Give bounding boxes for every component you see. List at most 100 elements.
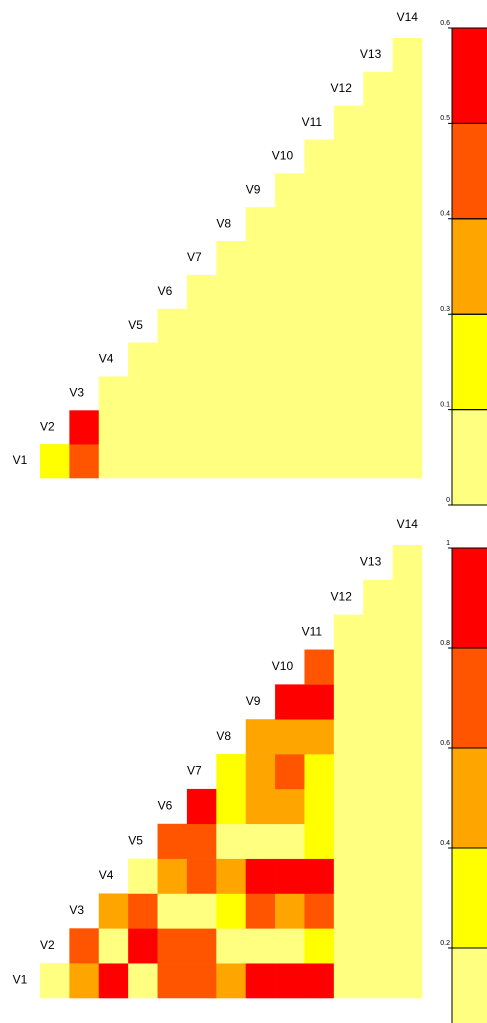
heat-cell: [157, 376, 188, 411]
heat-cell: [186, 823, 217, 859]
colorbar-tick-label: 0.4: [440, 211, 450, 218]
var-label: V9: [246, 694, 261, 708]
heat-cell: [333, 823, 364, 859]
heat-cell: [392, 823, 423, 859]
heat-cell: [392, 754, 423, 790]
heat-cell: [245, 823, 276, 859]
heat-cell: [392, 579, 423, 615]
heat-cell: [128, 858, 158, 894]
heat-cell: [304, 754, 335, 790]
var-label: V1: [13, 453, 28, 467]
heat-cell: [216, 788, 246, 825]
heat-cell: [333, 928, 364, 964]
heat-cell: [333, 893, 364, 929]
var-label: V6: [158, 799, 173, 813]
heat-cell: [186, 308, 217, 343]
heat-cell: [392, 173, 423, 208]
heat-cell: [333, 105, 364, 140]
heat-cell: [186, 893, 217, 929]
heat-cell: [245, 241, 276, 276]
heat-cell: [363, 71, 393, 106]
heat-cell: [216, 928, 246, 964]
heat-cell: [98, 893, 129, 929]
colorbar-bin: [451, 27, 487, 124]
heat-cell: [186, 788, 217, 825]
heat-cell: [392, 139, 423, 174]
heat-cell: [392, 444, 423, 479]
heat-cell: [363, 207, 393, 242]
heat-cell: [363, 893, 393, 929]
heat-cell: [245, 444, 276, 479]
heat-cell: [216, 963, 246, 999]
heat-cell: [128, 444, 158, 479]
heat-cell: [245, 858, 276, 894]
colorbar-tick-label: 0.8: [440, 640, 450, 647]
heat-cell: [275, 308, 305, 343]
heat-cell: [363, 308, 393, 343]
heat-cell: [275, 207, 305, 242]
heat-cell: [157, 308, 188, 343]
heat-cell: [216, 410, 246, 445]
heat-cell: [392, 545, 423, 581]
heat-cell: [333, 858, 364, 894]
heat-cell: [304, 241, 335, 276]
heat-cell: [186, 376, 217, 411]
colorbar-bin: [451, 747, 487, 849]
var-label: V10: [272, 659, 294, 673]
heat-cell: [40, 963, 70, 999]
heat-cell: [186, 342, 217, 377]
var-label: V7: [187, 250, 202, 264]
heat-cell: [304, 858, 335, 894]
heat-cell: [216, 342, 246, 377]
heat-cell: [216, 376, 246, 411]
heat-cell: [304, 274, 335, 310]
var-label: V1: [13, 973, 28, 987]
heat-cell: [392, 71, 423, 106]
heat-cell: [275, 754, 305, 790]
heat-cell: [363, 719, 393, 755]
colorbar-bin: [451, 218, 487, 315]
heat-cell: [275, 684, 305, 720]
heat-cell: [40, 444, 70, 479]
heat-cell: [363, 823, 393, 859]
heat-cell: [333, 444, 364, 479]
heat-cell: [128, 410, 158, 445]
heat-cell: [98, 444, 129, 479]
colorbar-tick-label: 0.2: [440, 940, 450, 947]
heat-cell: [392, 342, 423, 377]
var-label: V3: [69, 386, 84, 400]
heat-cell: [392, 719, 423, 755]
var-label: V8: [216, 216, 231, 230]
heat-cell: [275, 241, 305, 276]
heat-cell: [363, 684, 393, 720]
var-label: V14: [397, 517, 419, 531]
heat-cell: [245, 719, 276, 755]
heat-cell: [304, 308, 335, 343]
heat-cell: [186, 928, 217, 964]
var-label: V10: [272, 149, 294, 163]
var-label: V5: [128, 318, 143, 332]
heat-cell: [275, 719, 305, 755]
colorbar-bin: [451, 847, 487, 949]
heat-cell: [186, 444, 217, 479]
heat-cell: [245, 308, 276, 343]
heat-cell: [333, 173, 364, 208]
heat-cell: [245, 376, 276, 411]
heat-cell: [69, 444, 100, 479]
heat-cell: [333, 719, 364, 755]
heat-cell: [157, 963, 188, 999]
colorbar-tick-label: 0.6: [440, 20, 450, 27]
heat-cell: [128, 376, 158, 411]
heat-cell: [333, 241, 364, 276]
heat-cell: [128, 963, 158, 999]
colorbar-tick-label: 0.1: [440, 401, 450, 408]
heat-cell: [392, 410, 423, 445]
colorbar-tick-label: 1: [446, 540, 450, 547]
heat-cell: [392, 376, 423, 411]
var-label: V14: [397, 10, 419, 24]
heat-cell: [245, 754, 276, 790]
colorbar-tick-label: 0: [446, 497, 450, 504]
var-label: V12: [331, 589, 353, 603]
heat-cell: [275, 893, 305, 929]
heat-cell: [333, 139, 364, 174]
